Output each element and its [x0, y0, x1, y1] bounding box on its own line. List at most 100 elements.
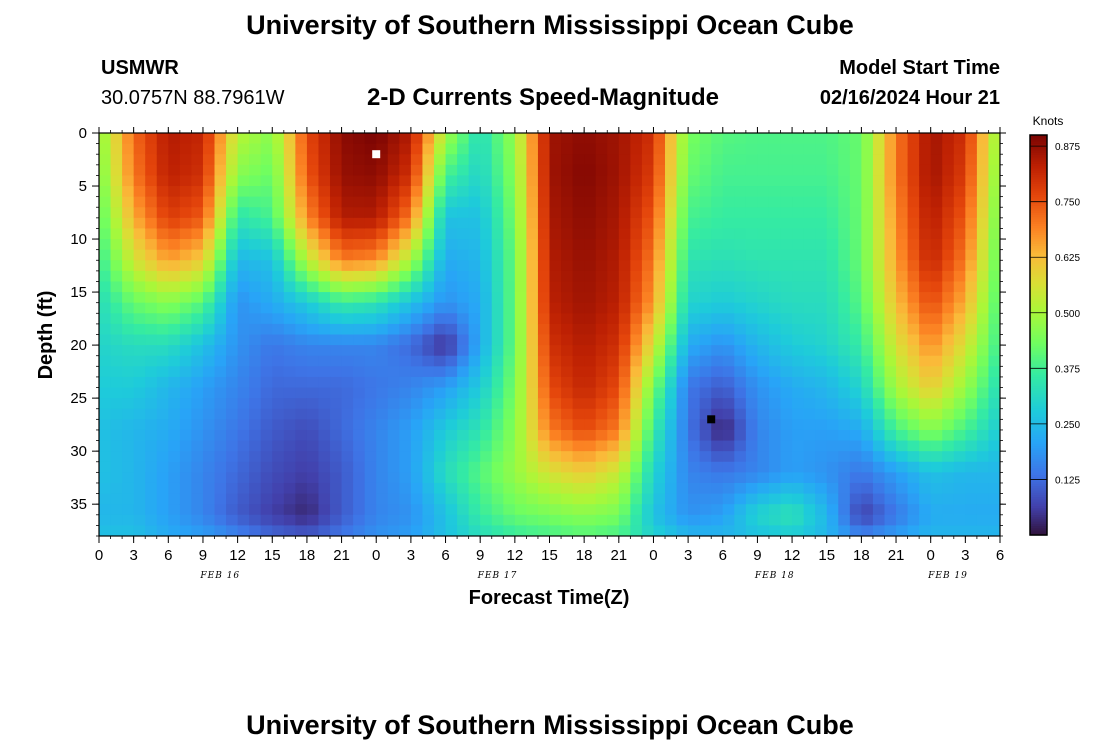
heatmap-cell [711, 472, 724, 484]
colorbar-swatch [1030, 255, 1047, 258]
heatmap-cell [849, 154, 862, 166]
heatmap-cell [260, 419, 273, 431]
heatmap-cell [537, 313, 551, 325]
heatmap-cell [584, 504, 597, 516]
colorbar-swatch [1030, 290, 1047, 294]
heatmap-cell [260, 196, 273, 208]
colorbar-swatch [1030, 390, 1047, 394]
heatmap-cell [283, 408, 296, 420]
heatmap-cell [422, 154, 435, 166]
heatmap-cell [896, 154, 909, 166]
heatmap-cell [734, 429, 747, 442]
heatmap-cell [457, 376, 470, 389]
heatmap-cell [757, 154, 770, 166]
heatmap-cell [514, 143, 527, 155]
heatmap-cell [226, 461, 239, 473]
heatmap-cell [838, 313, 851, 325]
heatmap-cell [202, 451, 216, 463]
heatmap-cell [872, 228, 886, 240]
heatmap-cell [110, 249, 123, 261]
heatmap-cell [133, 313, 146, 325]
heatmap-cell [688, 133, 701, 145]
heatmap-cell [849, 429, 862, 442]
heatmap-cell [584, 514, 597, 526]
heatmap-cell [514, 217, 527, 230]
heatmap-cell [526, 398, 539, 410]
colorbar-tick-label: 0.750 [1055, 198, 1080, 209]
heatmap-cell [376, 398, 389, 410]
heatmap-cell [838, 451, 851, 463]
heatmap-cell [202, 334, 216, 346]
heatmap-cell [491, 281, 504, 293]
heatmap-cell [99, 440, 112, 452]
heatmap-cell [618, 525, 631, 536]
heatmap-cell [595, 398, 608, 410]
heatmap-cell [780, 334, 793, 346]
heatmap-cell [849, 461, 862, 473]
heatmap-cell [699, 143, 712, 155]
x-tick-label: 9 [476, 547, 484, 564]
x-tick-label: 6 [719, 547, 727, 564]
heatmap-cell [838, 429, 851, 442]
heatmap-cell [768, 154, 782, 166]
heatmap-cell [399, 355, 412, 367]
heatmap-cell [133, 323, 146, 336]
heatmap-cell [942, 292, 955, 304]
heatmap-cell [468, 164, 481, 177]
heatmap-cell [665, 302, 678, 314]
heatmap-cell [942, 366, 955, 378]
heatmap-cell [584, 366, 597, 378]
heatmap-cell [907, 408, 920, 420]
heatmap-cell [202, 164, 216, 177]
heatmap-cell [387, 313, 400, 325]
heatmap-cell [861, 376, 874, 389]
heatmap-cell [561, 482, 574, 495]
heatmap-cell [745, 207, 759, 219]
heatmap-cell [341, 345, 354, 357]
colorbar-swatch [1030, 283, 1047, 287]
heatmap-cell [422, 472, 435, 484]
heatmap-cell [988, 451, 1000, 463]
heatmap-cell [953, 154, 966, 166]
heatmap-cell [919, 133, 932, 145]
heatmap-cell [353, 143, 366, 155]
heatmap-cell [191, 133, 204, 145]
heatmap-cell [145, 440, 158, 452]
heatmap-cell [919, 292, 932, 304]
heatmap-cell [249, 239, 262, 251]
heatmap-cell [861, 323, 874, 336]
heatmap-cell [734, 186, 747, 198]
heatmap-cell [676, 525, 689, 536]
colorbar-swatch [1030, 501, 1047, 505]
heatmap-cell [145, 366, 158, 378]
heatmap-cell [861, 355, 874, 367]
heatmap-cell [179, 440, 193, 452]
heatmap-cell [260, 398, 273, 410]
heatmap-cell [561, 133, 574, 145]
heatmap-cell [826, 323, 839, 336]
heatmap-cell [607, 133, 620, 145]
heatmap-cell [145, 196, 158, 208]
heatmap-cell [341, 366, 354, 378]
heatmap-cell [953, 408, 966, 420]
heatmap-cell [422, 196, 435, 208]
heatmap-cell [815, 461, 828, 473]
heatmap-cell [618, 217, 631, 230]
heatmap-cell [526, 175, 539, 187]
heatmap-cell [930, 376, 943, 389]
heatmap-cell [872, 482, 886, 495]
heatmap-cell [653, 493, 666, 505]
colorbar-swatch [1030, 466, 1047, 469]
heatmap-cell [884, 366, 897, 378]
heatmap-cell [896, 419, 909, 431]
colorbar-swatch [1030, 477, 1047, 481]
heatmap-cell [699, 196, 712, 208]
colorbar-swatch [1030, 261, 1047, 265]
colorbar-swatch [1030, 388, 1047, 392]
heatmap-cell [110, 164, 123, 177]
heatmap-cell [202, 228, 216, 240]
heatmap-cell [191, 228, 204, 240]
heatmap-cell [145, 292, 158, 304]
heatmap-cell [549, 461, 562, 473]
heatmap-cell [699, 451, 712, 463]
